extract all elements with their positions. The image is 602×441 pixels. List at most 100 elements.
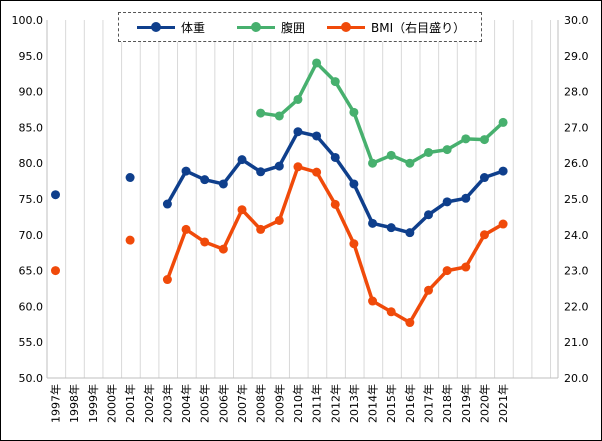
data-point <box>274 215 284 225</box>
legend-item-bmi: BMI（右目盛り） <box>327 19 465 35</box>
y-right-tick-label: 20.0 <box>564 372 589 385</box>
legend-label-bmi: BMI（右目盛り） <box>371 20 466 35</box>
data-point <box>368 218 378 228</box>
data-point <box>479 173 489 183</box>
data-point <box>218 244 228 254</box>
data-point <box>293 127 303 137</box>
legend-swatch-waist <box>237 19 275 35</box>
data-point <box>498 117 508 127</box>
data-point <box>424 285 433 295</box>
x-tick-label: 2021年 <box>496 384 510 423</box>
data-point <box>51 190 60 200</box>
data-point <box>200 175 210 185</box>
y-left-tick-label: 50.0 <box>19 372 44 385</box>
data-point <box>368 158 378 168</box>
y-left-tick-label: 95.0 <box>19 50 44 63</box>
data-point <box>125 173 135 183</box>
x-tick-label: 2011年 <box>310 384 324 423</box>
series-2 <box>51 162 508 328</box>
data-point <box>349 107 359 117</box>
y-left-tick-label: 85.0 <box>19 121 44 134</box>
x-tick-label: 1999年 <box>86 384 100 423</box>
data-point <box>461 193 471 203</box>
data-point <box>293 94 303 104</box>
data-point <box>479 230 489 240</box>
data-point <box>386 150 396 160</box>
x-tick-label: 2010年 <box>291 384 305 423</box>
y-left-tick-label: 60.0 <box>19 300 44 313</box>
data-point <box>312 58 322 68</box>
x-tick-label: 2009年 <box>272 384 286 423</box>
x-tick-label: 2003年 <box>160 384 174 423</box>
y-right-tick-label: 21.0 <box>564 336 589 349</box>
series-1 <box>256 58 508 168</box>
legend-item-waist: 腹囲 <box>237 19 305 35</box>
data-point <box>461 262 471 272</box>
y-right-tick-label: 27.0 <box>564 121 589 134</box>
axes <box>46 20 559 379</box>
data-point <box>330 152 340 162</box>
data-point <box>368 296 378 306</box>
series-layer <box>51 58 508 328</box>
data-point <box>51 266 60 276</box>
data-point <box>330 199 340 209</box>
x-tick-label: 2017年 <box>422 384 436 423</box>
data-point <box>442 266 452 276</box>
grid-lines <box>46 20 552 378</box>
data-point <box>498 166 508 176</box>
data-point <box>256 167 266 177</box>
y-left-tick-label: 70.0 <box>19 229 44 242</box>
legend-label-weight: 体重 <box>181 20 206 35</box>
y-left-tick-labels: 100.0 95.0 90.0 85.0 80.0 75.0 70.0 65.0 60.0 55.… <box>12 14 44 385</box>
legend: 体重 腹囲 BMI（右目盛り） <box>118 12 482 42</box>
data-point <box>162 275 172 285</box>
x-tick-labels: 1997年 1998年 1999年 2000年 2001年 2002年 2003年 2004年… <box>49 384 511 423</box>
data-point <box>349 179 359 189</box>
data-point <box>181 166 191 176</box>
data-point <box>442 197 452 207</box>
data-point <box>200 237 210 247</box>
data-point <box>274 161 284 171</box>
data-point <box>498 219 508 229</box>
x-tick-label: 2001年 <box>123 384 137 423</box>
y-left-tick-label: 75.0 <box>19 193 44 206</box>
data-point <box>405 318 415 328</box>
x-tick-label: 2020年 <box>477 384 491 423</box>
data-point <box>181 224 191 234</box>
legend-swatch-weight <box>137 19 175 35</box>
x-tick-label: 2013年 <box>347 384 361 423</box>
legend-swatch-bmi <box>327 19 365 35</box>
x-tick-label: 1998年 <box>67 384 81 423</box>
series-0 <box>51 127 508 238</box>
x-tick-label: 2005年 <box>198 384 212 423</box>
x-tick-label: 2007年 <box>235 384 249 423</box>
x-tick-label: 2019年 <box>459 384 473 423</box>
y-left-tick-label: 90.0 <box>19 86 44 99</box>
y-right-tick-label: 25.0 <box>564 193 589 206</box>
x-tick-label: 2000年 <box>104 384 118 423</box>
y-right-tick-label: 29.0 <box>564 50 589 63</box>
data-point <box>218 179 228 189</box>
y-left-tick-label: 80.0 <box>19 157 44 170</box>
y-left-tick-label: 100.0 <box>12 14 44 27</box>
y-right-tick-label: 22.0 <box>564 300 589 313</box>
x-tick-label: 2006年 <box>216 384 230 423</box>
data-point <box>349 239 359 249</box>
y-right-tick-label: 26.0 <box>564 157 589 170</box>
x-tick-label: 2002年 <box>142 384 156 423</box>
legend-label-waist: 腹囲 <box>281 20 306 35</box>
data-point <box>237 155 247 165</box>
data-point <box>405 158 415 168</box>
data-point <box>162 199 172 209</box>
data-point <box>386 223 396 233</box>
data-point <box>424 147 433 157</box>
series-line <box>260 61 505 165</box>
data-point <box>479 135 489 145</box>
data-point <box>125 235 135 245</box>
data-point <box>386 307 396 317</box>
x-tick-label: 1997年 <box>49 384 63 423</box>
y-right-tick-label: 23.0 <box>564 265 589 278</box>
x-tick-label: 2016年 <box>403 384 417 423</box>
y-left-tick-label: 55.0 <box>19 336 44 349</box>
